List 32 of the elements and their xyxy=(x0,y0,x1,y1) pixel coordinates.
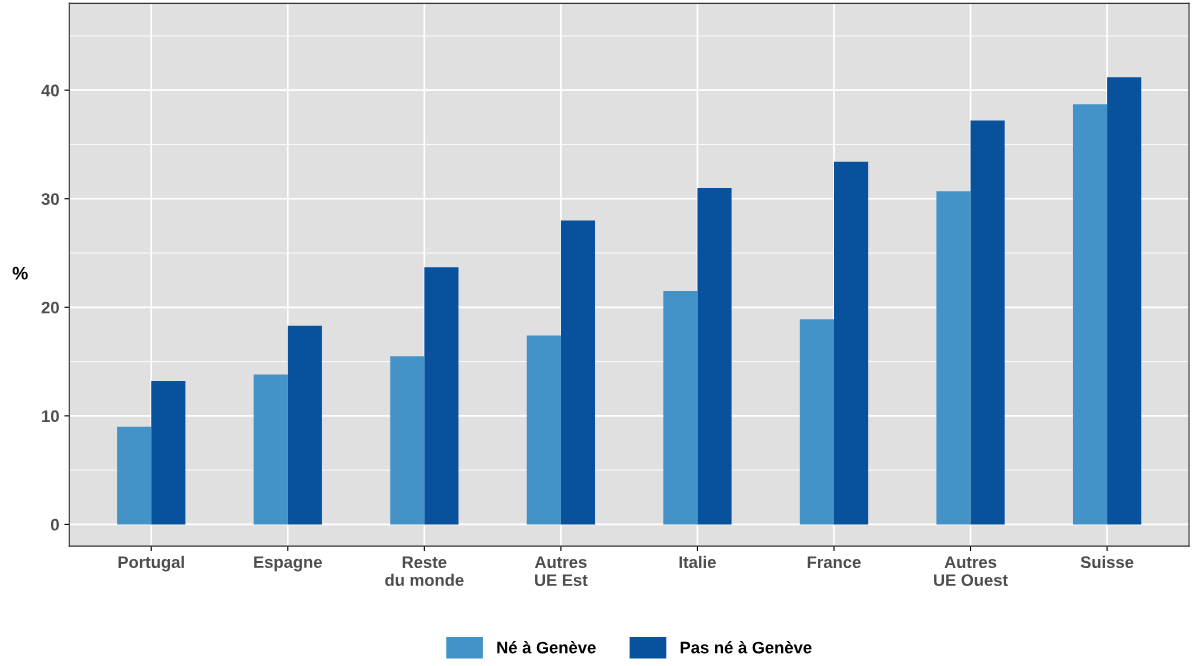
legend-label: Pas né à Genève xyxy=(680,641,812,654)
bar xyxy=(799,319,834,525)
bar xyxy=(287,325,322,525)
x-tick-label: Reste du monde xyxy=(385,556,464,587)
bar xyxy=(970,120,1005,525)
y-tick-label: 20 xyxy=(41,301,59,314)
bar xyxy=(560,220,596,525)
bar xyxy=(151,381,186,525)
bar xyxy=(424,267,459,525)
y-axis-title: % xyxy=(12,266,28,280)
x-tick-label: France xyxy=(807,556,861,569)
bar xyxy=(663,291,698,525)
bar xyxy=(1072,104,1108,525)
bar xyxy=(1107,77,1142,525)
x-tick-label: Suisse xyxy=(1080,555,1134,569)
x-tick-label: Portugal xyxy=(118,555,184,572)
legend-label: Né à Genève xyxy=(497,641,596,654)
x-tick-label: Italie xyxy=(679,555,716,569)
bar xyxy=(697,187,732,525)
bar xyxy=(936,191,971,525)
y-tick-label: 30 xyxy=(41,193,59,205)
y-tick-label: 10 xyxy=(42,410,59,423)
y-tick-label: 0 xyxy=(50,518,59,531)
bar xyxy=(390,356,425,525)
x-tick-label: Autres UE Est xyxy=(534,556,588,587)
x-tick-label: Autres UE Ouest xyxy=(934,556,1008,587)
bar xyxy=(833,161,869,525)
x-tick-label: Espagne xyxy=(254,556,322,572)
bar xyxy=(117,426,152,525)
bar xyxy=(253,374,288,525)
bar xyxy=(526,335,561,525)
y-tick-label: 40 xyxy=(41,84,59,97)
